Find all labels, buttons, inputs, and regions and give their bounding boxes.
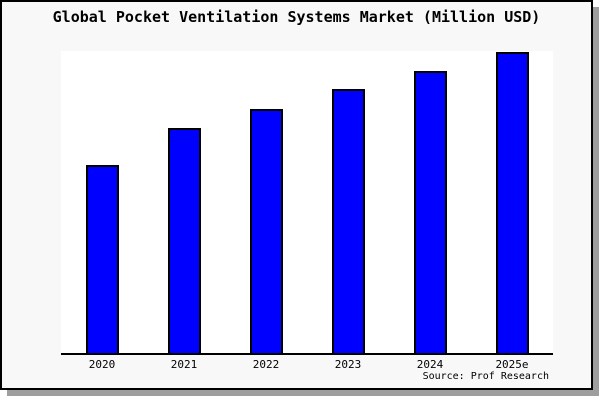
source-credit: Source: Prof Research: [422, 371, 549, 382]
bar-2024: [413, 71, 447, 353]
bar-slot-2020: [61, 51, 143, 353]
bar-2025e: [495, 52, 529, 353]
x-tick-label-2023: 2023: [334, 358, 362, 371]
bar-2023: [331, 89, 365, 353]
bar-2022: [249, 109, 283, 353]
bar-slot-2021: [143, 51, 225, 353]
plot-area: [61, 51, 553, 355]
x-tick-label-2022: 2022: [252, 358, 280, 371]
bar-2021: [167, 128, 201, 353]
bar-2020: [85, 165, 119, 353]
bars: [61, 51, 553, 353]
bar-slot-2022: [225, 51, 307, 353]
bar-slot-2023: [307, 51, 389, 353]
x-tick-label-2024: 2024: [416, 358, 444, 371]
chart-page: Global Pocket Ventilation Systems Market…: [0, 0, 593, 390]
x-tick-label-2020: 2020: [88, 358, 116, 371]
bar-slot-2025e: [471, 51, 553, 353]
x-axis-labels: 2020 2021 2022 2023 2024 2025e: [61, 358, 553, 371]
x-tick-label-2025e: 2025e: [495, 358, 529, 371]
bar-slot-2024: [389, 51, 471, 353]
x-tick-label-2021: 2021: [170, 358, 198, 371]
chart-title: Global Pocket Ventilation Systems Market…: [52, 8, 541, 26]
